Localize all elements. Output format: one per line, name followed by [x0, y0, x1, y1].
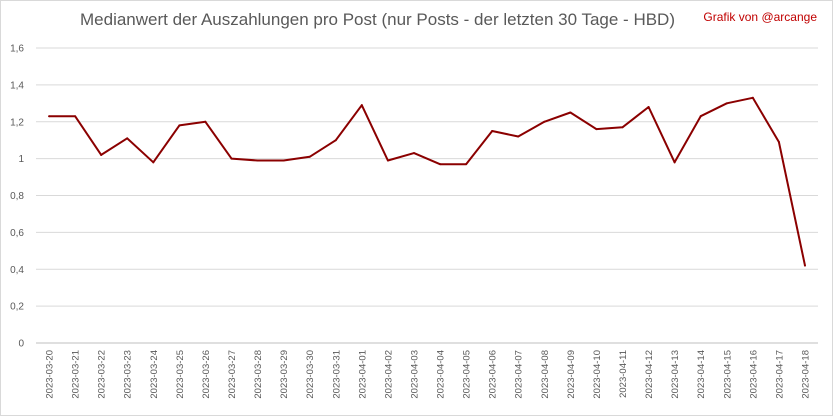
- x-tick-label: 2023-03-24: [149, 350, 160, 399]
- x-tick-label: 2023-03-31: [331, 350, 342, 399]
- x-tick-label: 2023-04-08: [540, 350, 551, 399]
- x-tick-label: 2023-04-11: [618, 350, 629, 398]
- x-tick-label: 2023-04-12: [644, 350, 655, 399]
- data-point: [48, 115, 51, 118]
- series-layer: [48, 96, 806, 267]
- data-point: [74, 115, 77, 118]
- data-point: [256, 159, 259, 162]
- y-tick-label: 0,2: [10, 302, 24, 313]
- data-point: [282, 159, 285, 162]
- x-tick-label: 2023-04-05: [462, 350, 473, 399]
- y-tick-label: 0,8: [10, 191, 24, 202]
- data-point: [491, 129, 494, 132]
- x-tick-label: 2023-04-10: [592, 350, 603, 399]
- data-point: [439, 163, 442, 166]
- x-tick-label: 2023-03-30: [305, 350, 316, 399]
- x-tick-label: 2023-04-16: [748, 350, 759, 399]
- data-point: [803, 264, 806, 267]
- y-tick-label: 0,6: [10, 228, 24, 239]
- y-tick-label: 1,4: [10, 80, 24, 91]
- x-tick-label: 2023-03-22: [97, 350, 108, 399]
- y-axis-ticks: 0 0,2 0,4 0,6 0,8 1 1,2 1,4 1,6: [10, 44, 24, 350]
- data-point: [777, 141, 780, 144]
- data-point: [204, 120, 207, 123]
- data-point: [100, 153, 103, 156]
- chart-credit: Grafik von @arcange: [703, 10, 817, 24]
- y-tick-label: 1,6: [10, 44, 24, 55]
- data-point: [308, 155, 311, 158]
- x-tick-label: 2023-04-02: [383, 350, 394, 399]
- data-point: [647, 106, 650, 108]
- x-tick-label: 2023-03-28: [253, 350, 264, 399]
- x-tick-label: 2023-03-29: [279, 350, 290, 399]
- x-tick-label: 2023-04-17: [774, 350, 785, 399]
- data-point: [569, 111, 572, 114]
- x-tick-label: 2023-04-03: [409, 350, 420, 399]
- x-tick-label: 2023-04-14: [696, 350, 707, 399]
- data-point: [230, 157, 233, 160]
- data-point: [412, 152, 415, 155]
- y-tick-label: 0,4: [10, 265, 24, 276]
- x-tick-label: 2023-04-04: [436, 350, 447, 399]
- x-tick-label: 2023-04-09: [566, 350, 577, 399]
- x-tick-label: 2023-04-13: [670, 350, 681, 399]
- data-point: [595, 128, 598, 131]
- data-point: [673, 161, 676, 164]
- x-axis-ticks: 2023-03-20 2023-03-21 2023-03-22 2023-03-23…: [45, 350, 812, 399]
- x-tick-label: 2023-04-06: [488, 350, 499, 399]
- series-line: [49, 96, 806, 266]
- x-tick-label: 2023-03-20: [45, 350, 56, 399]
- data-point: [751, 96, 754, 99]
- data-point: [360, 104, 363, 107]
- x-tick-label: 2023-04-15: [722, 350, 733, 399]
- x-tick-label: 2023-04-01: [357, 350, 368, 399]
- x-tick-label: 2023-03-27: [227, 350, 238, 399]
- data-point: [725, 102, 728, 105]
- gridlines: [36, 47, 818, 344]
- x-tick-label: 2023-04-07: [514, 350, 525, 399]
- data-point: [465, 163, 468, 166]
- x-tick-label: 2023-04-18: [800, 350, 811, 399]
- y-tick-label: 0: [18, 339, 24, 350]
- data-point: [334, 139, 337, 142]
- data-point: [543, 120, 546, 123]
- y-tick-label: 1,2: [10, 117, 24, 128]
- chart-title: Medianwert der Auszahlungen pro Post (nu…: [80, 10, 675, 29]
- data-point: [386, 159, 389, 162]
- data-point: [152, 161, 155, 164]
- data-point: [517, 135, 520, 138]
- x-tick-label: 2023-03-25: [175, 350, 186, 399]
- x-tick-label: 2023-03-26: [201, 350, 212, 399]
- y-tick-label: 1: [18, 154, 24, 165]
- data-point: [699, 115, 702, 118]
- x-tick-label: 2023-03-21: [71, 350, 82, 399]
- data-point: [621, 126, 624, 129]
- data-point: [178, 124, 181, 127]
- x-tick-label: 2023-03-23: [123, 350, 134, 399]
- data-point: [126, 137, 129, 140]
